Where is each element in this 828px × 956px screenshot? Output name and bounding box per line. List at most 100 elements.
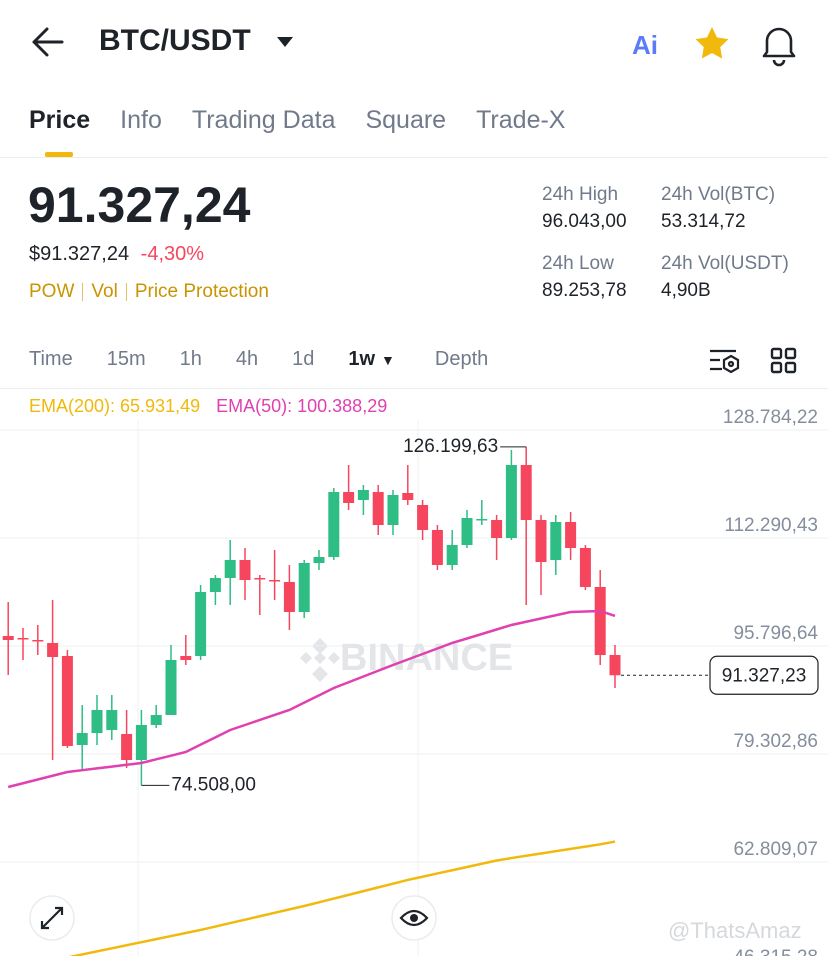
interval[interactable]: 1w (348, 348, 376, 370)
y-tick-label: 128.784,22 (723, 407, 818, 428)
watermark-logo (300, 638, 340, 682)
high-label: 126.199,63 (403, 436, 498, 457)
tab[interactable]: Info (120, 106, 162, 134)
alert-bell[interactable] (762, 27, 796, 67)
candle-body (565, 521, 577, 549)
favorite-star[interactable] (695, 27, 729, 59)
candle-body (2, 635, 14, 640)
candle-body (165, 659, 177, 715)
chart-tools (710, 347, 797, 374)
candle-body (224, 560, 236, 578)
candle-body (61, 655, 73, 747)
last-price: 91.327,24 (28, 177, 251, 233)
stat-label: 24h High (542, 184, 619, 205)
ema-line (68, 840, 616, 956)
stat-value: 4,90B (661, 280, 711, 301)
candle-body (150, 714, 162, 725)
candle-body (313, 556, 325, 564)
candle-body (343, 491, 355, 503)
price-row: $91.327,24 -4,30% (29, 243, 204, 266)
y-tick-label: 112.290,43 (724, 515, 818, 536)
tab-indicator (45, 152, 73, 157)
layout-grid[interactable] (770, 347, 797, 374)
candle-body (550, 521, 562, 561)
kline-chart: 128.784,22 112.290,43 95.796,64 79.302,86 62… (0, 396, 828, 956)
tab[interactable]: Trading Data (191, 106, 336, 134)
stat-value: 96.043,00 (542, 211, 627, 232)
interval[interactable]: 1h (179, 348, 202, 370)
candle-body (417, 505, 429, 531)
interval[interactable]: Time (29, 348, 73, 370)
candle-body (195, 591, 207, 656)
legend-entry: EMA(200): 65.931,49 (29, 396, 200, 416)
last-price-box (709, 655, 819, 695)
candle-body (17, 637, 29, 640)
tag[interactable]: Vol (91, 281, 118, 302)
interval[interactable]: 4h (235, 348, 259, 370)
ai-button[interactable]: Ai (632, 30, 658, 60)
stat-label: 24h Low (542, 253, 614, 274)
back-button[interactable] (32, 27, 64, 57)
stat-label: 24h Vol(USDT) (661, 253, 789, 274)
candle-body (476, 518, 488, 521)
credit-watermark: @ThatsAmaz (668, 918, 802, 943)
candle-body (298, 563, 310, 612)
candle-body (594, 586, 606, 655)
candle-body (47, 642, 59, 657)
stat-label: 24h Vol(BTC) (661, 184, 776, 205)
candle-body (387, 494, 399, 525)
candle-body (535, 519, 547, 563)
watermark: BINANCE (340, 637, 513, 679)
chart-buttons (29, 895, 437, 941)
tag-row: POW Vol Price Protection (29, 281, 269, 303)
candle-body (76, 732, 88, 746)
candle-body (505, 464, 517, 538)
tag[interactable]: POW (29, 281, 75, 302)
change: -4,30% (140, 243, 205, 265)
stat-value: 53.314,72 (661, 211, 746, 232)
visibility-button[interactable] (391, 895, 437, 941)
candle-body (520, 464, 532, 520)
interval[interactable]: 15m (106, 348, 146, 370)
y-tick-label: 95.796,64 (733, 623, 818, 644)
last-price-label: 91.327,23 (722, 665, 807, 686)
candle-body (402, 492, 414, 500)
tag-sep (82, 283, 84, 301)
candle-body (357, 489, 369, 500)
y-tick-label: 79.302,86 (733, 731, 818, 752)
candle-body (269, 580, 281, 582)
candle-body (491, 519, 503, 538)
y-tick-label: 46.315,28 (733, 947, 818, 956)
symbol-dropdown[interactable] (277, 37, 293, 47)
candle-body (135, 724, 147, 761)
candle-body (106, 709, 118, 730)
candle-body (121, 734, 133, 761)
chart-settings[interactable] (710, 349, 740, 374)
tab-bar: Price Info Trading Data Square Trade-X (29, 106, 565, 135)
candle-body (461, 517, 473, 546)
candle-body (431, 530, 443, 565)
tag[interactable]: Price Protection (134, 281, 269, 302)
divider (0, 388, 828, 389)
header-icons: Ai (32, 27, 796, 67)
candle-body (209, 577, 221, 592)
candle-body (579, 548, 591, 587)
last-usd: $91.327,24 (29, 243, 130, 265)
candle-body (180, 655, 192, 660)
fullscreen-button[interactable] (29, 895, 75, 941)
y-tick-label: 62.809,07 (733, 839, 818, 860)
symbol-title[interactable]: BTC/USDT (99, 24, 251, 57)
interval[interactable]: Depth (434, 348, 489, 370)
interval-dropdown[interactable]: ▼ (381, 351, 395, 368)
tab[interactable]: Price (29, 106, 91, 134)
low-label: 74.508,00 (171, 774, 256, 795)
candle-body (283, 581, 295, 612)
candle-body (372, 491, 384, 525)
candle-body (328, 491, 340, 557)
interval[interactable]: 1d (292, 348, 315, 370)
tab[interactable]: Trade-X (476, 106, 566, 134)
tag-sep (125, 283, 127, 301)
tab[interactable]: Square (365, 106, 447, 134)
candle-body (254, 577, 266, 580)
